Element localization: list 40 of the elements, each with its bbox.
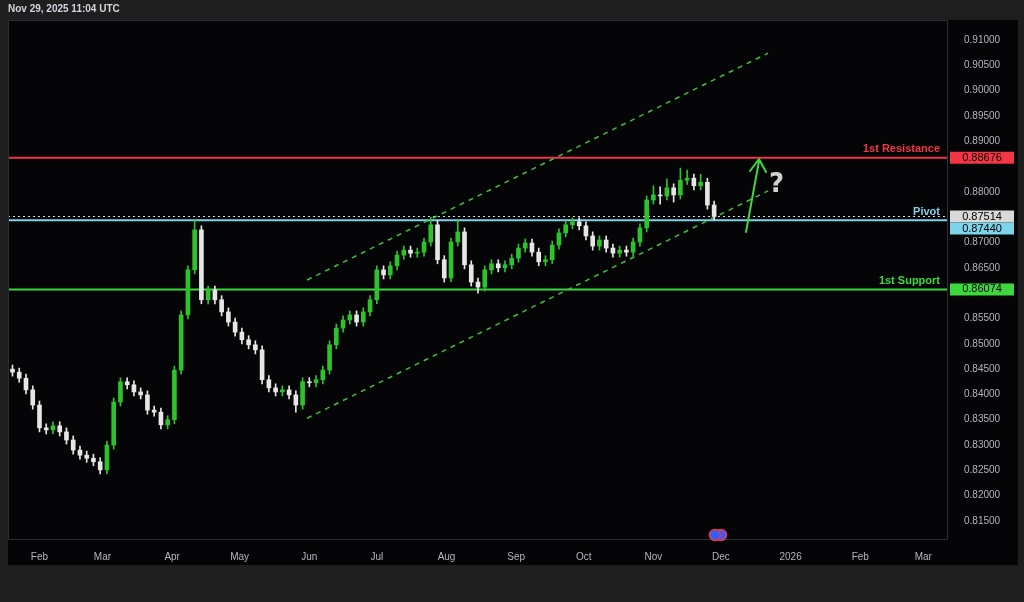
text: 0.87514: [962, 209, 1002, 222]
y-tick-label: 0.85000: [964, 337, 1001, 349]
y-tick-label: 0.86500: [964, 261, 1001, 273]
x-tick-label: Jun: [301, 550, 318, 562]
y-tick-label: 0.83000: [964, 438, 1001, 450]
y-tick-label: 0.82000: [964, 489, 1001, 501]
x-tick-label: Aug: [437, 550, 456, 562]
x-tick-label: Dec: [711, 550, 730, 562]
x-tick-label: Nov: [644, 550, 663, 562]
x-tick-label: Mar: [914, 550, 933, 562]
y-tick-label: 0.84000: [964, 388, 1001, 400]
text: 0.86074: [962, 282, 1002, 295]
y-tick-label: 0.82500: [964, 464, 1001, 476]
x-tick-label: 2026: [779, 550, 803, 562]
x-tick-label: May: [230, 550, 250, 562]
x-tick-label: Mar: [93, 550, 112, 562]
x-tick-label: Feb: [851, 550, 870, 562]
ref-line-label: Pivot: [913, 204, 941, 217]
y-tick-label: 0.81500: [964, 514, 1001, 526]
y-tick-label: 0.88000: [964, 185, 1001, 197]
y-tick-label: 0.84500: [964, 362, 1001, 374]
text: Nov 29, 2025 11:04 UTC: [8, 3, 120, 14]
y-tick-label: 0.90500: [964, 59, 1001, 71]
text: 0.88676: [962, 150, 1002, 163]
ref-line-label: 1st Support: [878, 273, 941, 286]
x-tick-label: Jul: [370, 550, 384, 562]
y-tick-label: 0.89000: [964, 135, 1001, 147]
x-tick-label: Feb: [30, 550, 49, 562]
x-tick-label: Apr: [164, 550, 181, 562]
y-tick-label: 0.90000: [964, 84, 1001, 96]
y-tick-label: 0.89500: [964, 109, 1001, 121]
ref-line-label: 1st Resistance: [862, 142, 940, 155]
y-tick-label: 0.83500: [964, 413, 1001, 425]
annotation: ?: [769, 168, 785, 198]
y-tick-label: 0.87000: [964, 236, 1001, 248]
y-tick-label: 0.85500: [964, 312, 1001, 324]
y-tick-label: 0.91000: [964, 33, 1001, 45]
x-tick-label: Oct: [575, 550, 592, 562]
text: 0.87440: [962, 221, 1002, 234]
x-tick-label: Sep: [507, 550, 526, 562]
